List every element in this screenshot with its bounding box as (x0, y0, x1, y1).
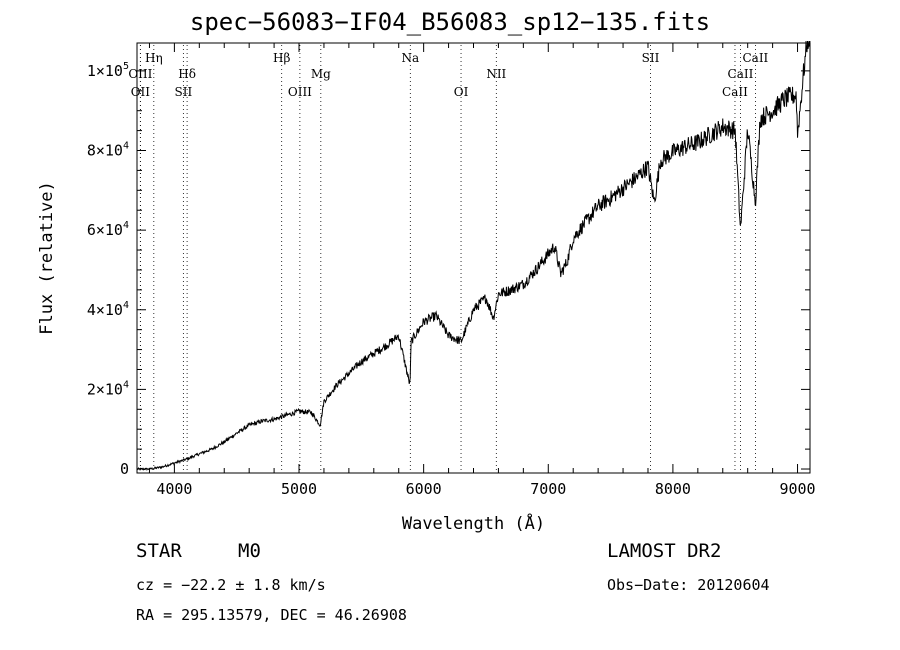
spectral-line-label: CaII (728, 67, 754, 81)
x-tick-label: 6000 (406, 480, 442, 498)
spectral-line-label: OII (131, 85, 151, 99)
y-tick-label: 8×104 (87, 141, 129, 160)
spectral-line-label: Hβ (273, 51, 290, 65)
y-axis-label: Flux (relative) (37, 181, 57, 335)
observation-date: Obs−Date: 20120604 (607, 576, 770, 594)
spectral-line-label: OI (454, 85, 469, 99)
object-subclass: M0 (238, 540, 261, 562)
spectral-line-label: OIII (288, 85, 312, 99)
spectrum-line (136, 40, 811, 471)
y-tick-label: 0 (120, 460, 129, 478)
plot-frame (136, 42, 811, 474)
axes: 4000 5000 6000 7000 8000 9000 0 2×104 4×104 6×104… (37, 42, 816, 534)
spectrum-series (136, 40, 811, 471)
spectral-line-label: NII (486, 67, 506, 81)
x-tick-label: 4000 (156, 480, 192, 498)
x-tick-label: 8000 (655, 480, 691, 498)
spectral-line-label: Hδ (178, 67, 196, 81)
x-tick-label: 5000 (281, 480, 317, 498)
spectral-line-label: Mg (311, 67, 331, 81)
spectral-line-label: Hη (145, 51, 163, 65)
spectral-line-label: SII (175, 85, 193, 99)
y-tick-label: 1×105 (87, 61, 129, 80)
y-tick-label: 6×104 (87, 220, 129, 239)
spectral-line-label: Na (401, 51, 419, 65)
chart-title: spec−56083−IF04_B56083_sp12−135.fits (189, 8, 711, 36)
x-tick-label: 7000 (530, 480, 566, 498)
redshift-velocity: cz = −22.2 ± 1.8 km/s (136, 576, 326, 594)
y-tick-label: 4×104 (87, 300, 129, 319)
coordinates: RA = 295.13579, DEC = 46.26908 (136, 606, 407, 624)
survey-name: LAMOST DR2 (607, 540, 722, 562)
spectral-line-label: CaII (722, 85, 748, 99)
y-tick-label: 2×104 (87, 379, 129, 398)
spectral-line-label: SII (642, 51, 660, 65)
spectral-line-label: CaII (742, 51, 768, 65)
x-axis-label: Wavelength (Å) (402, 512, 545, 534)
x-tick-label: 9000 (779, 480, 815, 498)
object-type: STAR (136, 540, 182, 562)
